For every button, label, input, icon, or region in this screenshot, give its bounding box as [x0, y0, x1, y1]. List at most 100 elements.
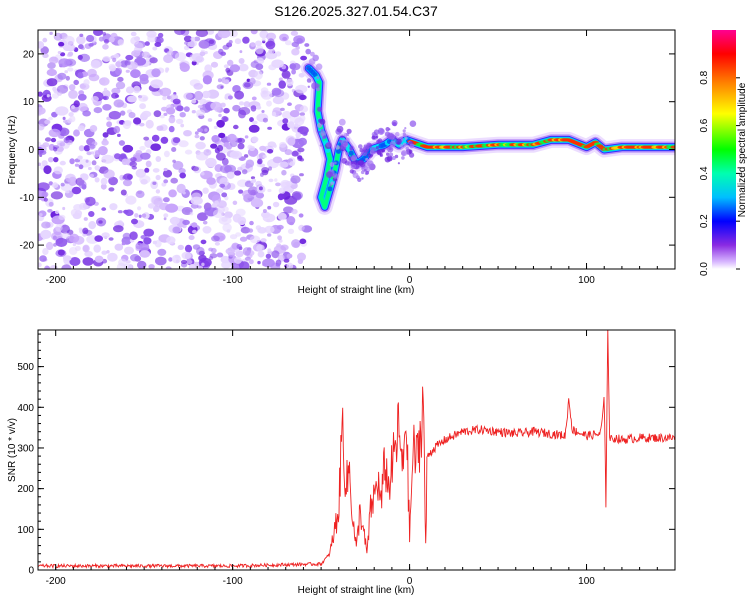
spectrogram-noise-blob [54, 210, 60, 215]
spectrogram-noise-blob [114, 153, 121, 160]
spectrogram-noise-blob [73, 204, 83, 211]
spectrogram-noise-blob [237, 143, 245, 150]
spectrogram-noise-blob [55, 224, 63, 232]
spectrogram-noise-blob [251, 136, 259, 143]
spectrogram-noise-blob [300, 55, 307, 61]
spectrogram-noise-blob [227, 59, 234, 66]
spectrogram-noise-blob [83, 79, 90, 86]
spectrogram-halo-blob [307, 85, 310, 89]
spectrogram-noise-blob [124, 246, 134, 255]
spectrogram-noise-blob [108, 110, 121, 120]
spectrogram-noise-blob [184, 244, 193, 253]
spectrogram-noise-blob [94, 177, 100, 183]
spectrogram-noise-blob [215, 152, 226, 161]
spectrogram-noise-blob [77, 93, 87, 101]
spectrogram-noise-blob [211, 135, 220, 143]
colorbar-tick-label: 0.6 [699, 118, 710, 132]
spectrogram-halo-blob [321, 136, 325, 140]
spectrogram-noise-blob [163, 179, 169, 184]
spectrogram-noise-blob [296, 37, 303, 44]
spectrogram-halo-blob [373, 129, 380, 135]
spectrogram-noise-blob [130, 31, 137, 37]
spectrogram-noise-blob [94, 150, 101, 157]
spectrogram-halo-blob [378, 129, 384, 135]
spectrogram-noise-blob [165, 203, 179, 213]
spectrogram-noise-blob [235, 232, 242, 237]
spectrogram-noise-blob [222, 206, 229, 212]
spectrogram-noise-blob [42, 248, 49, 255]
spectrogram-noise-blob [194, 131, 199, 135]
spectrogram-noise-blob [154, 36, 164, 44]
spectrogram-noise-blob [69, 257, 81, 266]
spectrogram-noise-blob [220, 51, 227, 56]
spectrogram-halo-blob [409, 120, 417, 127]
spectrogram-noise-blob [202, 226, 212, 234]
spectrogram-noise-blob [111, 87, 121, 95]
spectrogram-noise-blob [163, 54, 174, 64]
spectrogram-noise-blob [267, 233, 272, 237]
spectrogram-noise-blob [68, 89, 78, 99]
spectrogram-noise-blob [154, 42, 162, 47]
spectrogram-noise-blob [190, 36, 196, 42]
spectrogram-noise-blob [101, 89, 111, 99]
spectrogram-noise-blob [292, 192, 302, 201]
spectrogram-halo-blob [363, 144, 367, 148]
colorbar-tick-label: 0.8 [699, 70, 710, 84]
spectrogram-noise-blob [221, 216, 228, 222]
spectrogram-noise-blob [291, 239, 301, 248]
spectrogram-noise-blob [238, 261, 250, 269]
spectrogram-halo-blob [385, 127, 390, 132]
spectrogram-noise-blob [53, 146, 58, 152]
spectrogram-noise-blob [298, 224, 305, 231]
spectrogram-noise-blob [125, 69, 130, 73]
spectrogram-noise-blob [275, 263, 281, 267]
spectrogram-noise-blob [160, 136, 169, 144]
spectrogram-noise-blob [223, 142, 229, 148]
spectrogram-noise-blob [281, 111, 292, 120]
spectrogram-halo-blob [402, 132, 406, 136]
spectrogram-halo-blob [305, 48, 312, 55]
spectrogram-noise-blob [248, 228, 254, 233]
spectrogram-noise-blob [46, 94, 50, 98]
spectrogram-noise-blob [256, 244, 265, 252]
spectrogram-noise-blob [191, 98, 197, 104]
spectrogram-noise-blob [140, 152, 151, 160]
spectrogram-noise-blob [239, 236, 248, 242]
spectrogram-noise-blob [200, 171, 205, 176]
spectrogram-noise-blob [255, 40, 262, 47]
spectrogram-noise-blob [101, 139, 109, 146]
spectrogram-x-tick-label: 100 [578, 275, 595, 286]
spectrogram-ridge-blob [336, 148, 341, 154]
spectrogram-noise-blob [138, 214, 142, 218]
spectrogram-noise-blob [176, 183, 186, 194]
spectrogram-noise-blob [126, 64, 132, 69]
spectrogram-noise-blob [267, 248, 272, 252]
snr-y-tick-label: 500 [17, 362, 34, 373]
spectrogram-noise-blob [42, 37, 48, 43]
spectrogram-noise-blob [200, 239, 207, 245]
spectrogram-halo-blob [366, 145, 370, 150]
spectrogram-noise-blob [117, 39, 125, 46]
spectrogram-noise-blob [139, 122, 145, 127]
spectrogram-halo-blob [359, 148, 364, 153]
spectrogram-noise-blob [102, 32, 107, 36]
spectrogram-noise-blob [276, 243, 282, 248]
spectrogram-noise-blob [278, 187, 286, 194]
spectrogram-noise-blob [153, 205, 160, 213]
spectrogram-noise-blob [48, 157, 54, 163]
spectrogram-noise-blob [261, 110, 265, 113]
spectrogram-noise-blob [68, 112, 74, 117]
spectrogram-noise-blob [294, 123, 299, 127]
spectrogram-noise-blob [122, 144, 134, 153]
spectrogram-noise-blob [226, 171, 235, 179]
spectrogram-noise-blob [291, 69, 296, 75]
spectrogram-noise-blob [243, 154, 249, 158]
spectrogram-noise-blob [113, 225, 124, 233]
spectrogram-noise-blob [58, 214, 66, 220]
spectrogram-noise-blob [201, 262, 205, 267]
spectrogram-noise-blob [186, 40, 197, 48]
spectrogram-noise-blob [223, 64, 229, 69]
spectrogram-noise-blob [91, 160, 97, 166]
spectrogram-noise-blob [65, 75, 71, 81]
